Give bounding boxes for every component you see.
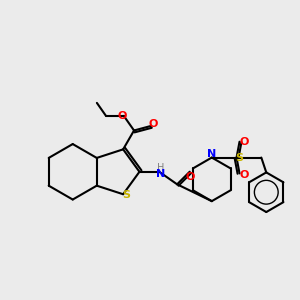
Text: O: O (240, 137, 249, 147)
Text: O: O (185, 172, 194, 182)
Text: S: S (236, 152, 244, 163)
Text: S: S (122, 190, 130, 200)
Text: O: O (240, 170, 249, 180)
Text: N: N (156, 169, 165, 179)
Text: H: H (157, 163, 164, 173)
Text: O: O (148, 119, 158, 129)
Text: O: O (117, 111, 127, 121)
Text: N: N (207, 148, 216, 159)
